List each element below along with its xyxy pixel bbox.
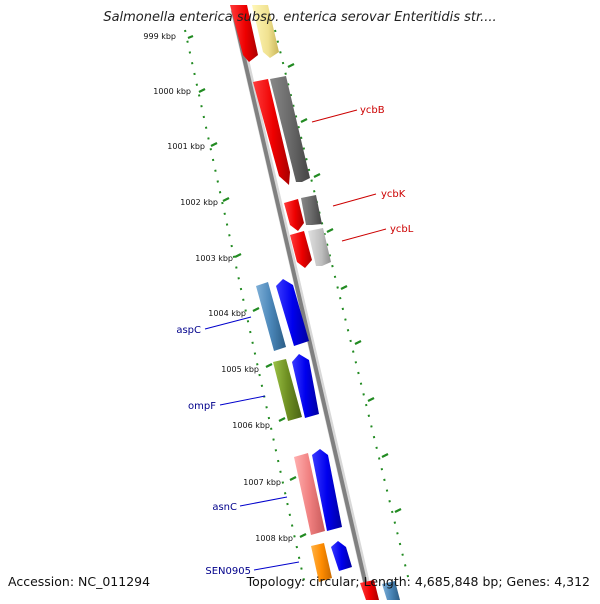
tick-labels: 999 kbp 1000 kbp 1001 kbp 1002 kbp 1003 … — [143, 32, 293, 543]
gene-label-ycbl[interactable]: ycbL — [390, 224, 414, 235]
gene-feature[interactable] — [290, 231, 312, 268]
tick-label: 1003 kbp — [195, 254, 233, 263]
right-gene-labels: ycbB ycbK ycbL — [360, 105, 414, 235]
left-gene-labels: aspC ompF asnC SEN0905 — [176, 325, 251, 577]
gene-label-asnc[interactable]: asnC — [212, 502, 237, 513]
tick-label: 1006 kbp — [232, 421, 270, 430]
tick-label: 1008 kbp — [255, 534, 293, 543]
gene-feature[interactable] — [252, 5, 279, 58]
gene-feature[interactable] — [331, 541, 352, 571]
gene-label-ycbb[interactable]: ycbB — [360, 105, 385, 116]
gene-feature[interactable] — [253, 79, 290, 185]
left-scale-line — [184, 29, 306, 586]
gene-label-aspc[interactable]: aspC — [176, 325, 201, 336]
tick-label: 1002 kbp — [180, 198, 218, 207]
gene-feature[interactable] — [276, 279, 309, 346]
gene-feature[interactable] — [311, 543, 332, 582]
right-major-ticks — [287, 63, 402, 513]
genome-summary-text: Topology: circular; Length: 4,685,848 bp… — [246, 574, 590, 589]
gene-feature[interactable] — [360, 580, 379, 600]
gene-feature[interactable] — [230, 5, 258, 62]
gene-feature[interactable] — [312, 449, 342, 531]
gene-feature[interactable] — [382, 581, 400, 600]
right-leader-lines — [311, 109, 387, 242]
gene-label-ompf[interactable]: ompF — [188, 401, 216, 412]
tick-label: 1001 kbp — [167, 142, 205, 151]
organism-title: Salmonella enterica subsp. enterica sero… — [103, 10, 497, 25]
tick-label: 1000 kbp — [153, 87, 191, 96]
tick-label: 1007 kbp — [243, 478, 281, 487]
gene-feature[interactable] — [256, 282, 286, 351]
gene-feature[interactable] — [284, 199, 304, 231]
backbone — [231, 9, 369, 591]
accession-text: Accession: NC_011294 — [8, 574, 151, 589]
gene-label-sen0905[interactable]: SEN0905 — [205, 566, 251, 577]
gene-feature[interactable] — [301, 195, 322, 225]
tick-label: 999 kbp — [143, 32, 176, 41]
tick-label: 1005 kbp — [221, 365, 259, 374]
tick-label: 1004 kbp — [208, 309, 246, 318]
left-major-ticks — [187, 34, 307, 538]
gene-label-ycbk[interactable]: ycbK — [381, 189, 406, 200]
gene-feature[interactable] — [308, 228, 331, 266]
gene-feature[interactable] — [270, 76, 310, 182]
gene-feature[interactable] — [292, 354, 319, 418]
gene-feature[interactable] — [294, 453, 325, 535]
left-leader-lines — [204, 316, 300, 571]
gene-feature[interactable] — [273, 359, 302, 421]
